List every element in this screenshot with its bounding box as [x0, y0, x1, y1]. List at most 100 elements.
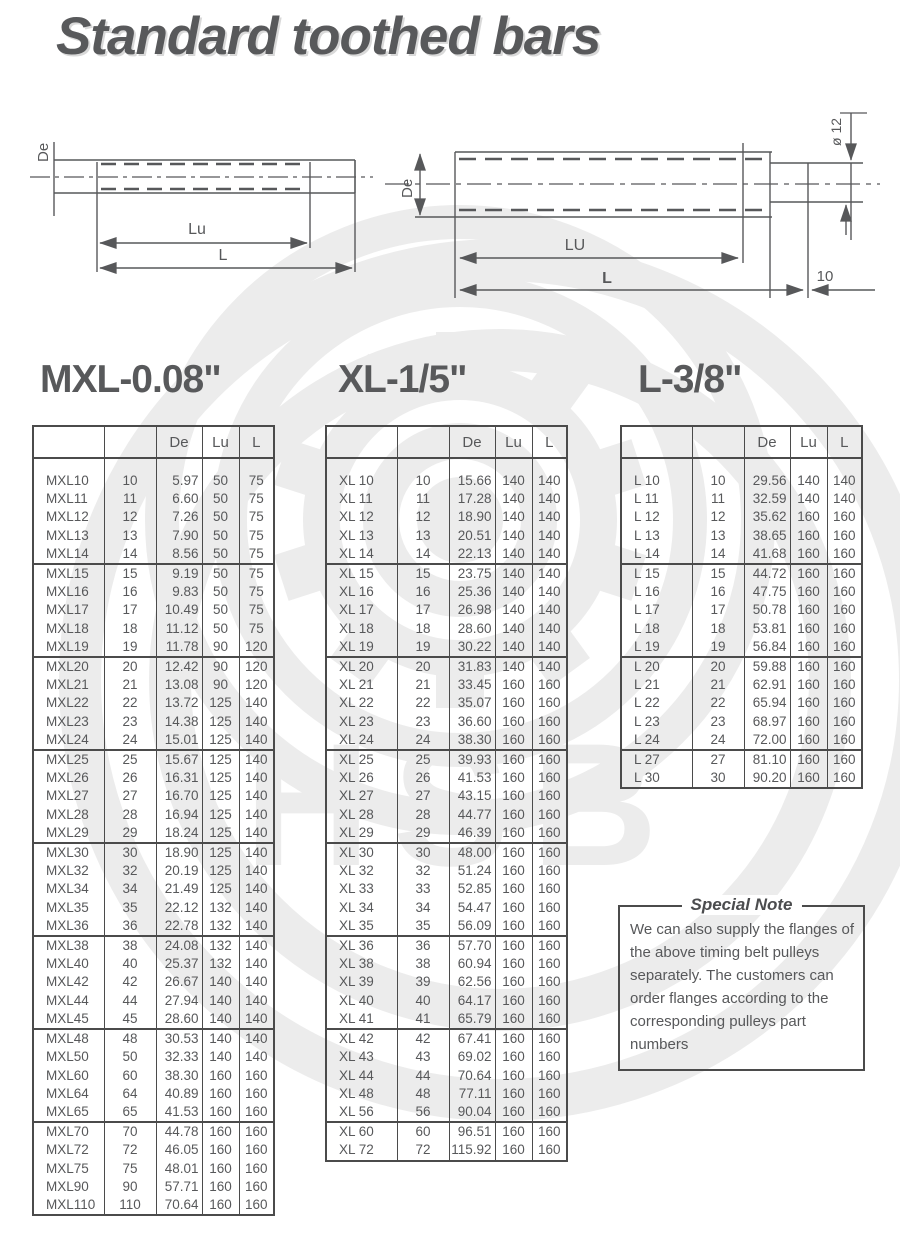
row-group: MXL25 25 15.67 125 140 MXL26 26 16.31 125 140 MXL2… — [33, 750, 274, 844]
cell: 56 — [396, 1102, 449, 1123]
cell: 160 — [789, 730, 827, 751]
cell: 140 — [531, 458, 567, 491]
cell: 34 — [103, 880, 156, 899]
cell: XL 25 — [339, 752, 374, 768]
cell: MXL45 — [46, 1010, 89, 1026]
cell: 160 — [494, 769, 532, 788]
cell: 140 — [238, 1009, 274, 1030]
cell: 13 — [396, 526, 449, 545]
cell: 160 — [826, 657, 862, 677]
cell: 38.30 — [155, 1066, 202, 1085]
table-row: XL 24 24 38.30 160 160 — [326, 730, 567, 751]
cell: XL 44 — [339, 1067, 374, 1083]
cell: 125 — [201, 750, 239, 770]
cell: 13.72 — [155, 694, 202, 713]
cell: XL 42 — [339, 1031, 374, 1047]
cell: 7.26 — [155, 508, 202, 527]
table-row: MXL18 18 11.12 50 75 — [33, 619, 274, 638]
table-row: XL 17 17 26.98 140 140 — [326, 601, 567, 620]
cell: L 11 — [634, 491, 659, 507]
cell: 72 — [396, 1141, 449, 1161]
cell: 160 — [201, 1102, 239, 1123]
cell: 44.78 — [155, 1122, 202, 1142]
row-group: XL 60 60 96.51 160 160 XL 72 72 115.92 160 160 — [326, 1122, 567, 1161]
cell: 90 — [201, 657, 239, 677]
cell: 12 — [691, 508, 744, 527]
cell: 22 — [396, 694, 449, 713]
cell: 15.01 — [155, 730, 202, 751]
special-note-text: We can also supply the flanges of the ab… — [630, 921, 855, 1053]
cell: 15 — [396, 564, 449, 584]
cell: L 12 — [634, 509, 660, 525]
cell: MXL11 — [46, 491, 88, 507]
cell: 39.93 — [448, 750, 495, 770]
cell: 140 — [238, 973, 274, 992]
row-group: XL 15 15 23.75 140 140 XL 16 16 25.36 140 140 XL 1… — [326, 564, 567, 658]
cell: MXL32 — [46, 863, 89, 879]
cell: 15.66 — [448, 458, 495, 491]
cell: 70 — [103, 1122, 156, 1142]
cell: XL 22 — [339, 695, 374, 711]
cell: 140 — [238, 880, 274, 899]
cell: 160 — [531, 1029, 567, 1049]
table-header: De Lu L — [33, 426, 274, 458]
cell: MXL23 — [46, 713, 89, 729]
cell: 27 — [103, 787, 156, 806]
table-row: MXL22 22 13.72 125 140 — [33, 694, 274, 713]
table-row: L 23 23 68.97 160 160 — [621, 712, 862, 731]
parts-table-l: De Lu L L 10 10 29.56 140 140 L 11 11 32.59 140 1… — [620, 425, 863, 790]
cell: 27 — [396, 787, 449, 806]
cell: 18.90 — [448, 508, 495, 527]
cell: 22.13 — [448, 544, 495, 565]
cell: 140 — [238, 1048, 274, 1067]
table-row: L 18 18 53.81 160 160 — [621, 619, 862, 638]
cell: 46.39 — [448, 823, 495, 844]
section-heading-xl: XL-1/5" — [338, 358, 468, 401]
header-de: De — [448, 426, 495, 458]
table-row: MXL90 90 57.71 160 160 — [33, 1177, 274, 1196]
cell: 22.78 — [155, 916, 202, 937]
table-row: L 22 22 65.94 160 160 — [621, 694, 862, 713]
parts-table-xl: De Lu L XL 10 10 15.66 140 140 XL 11 11 17.28 14… — [325, 425, 568, 1162]
cell: L 14 — [634, 545, 660, 561]
cell: XL 32 — [339, 863, 374, 879]
cell: 160 — [531, 862, 567, 881]
cell: 125 — [201, 694, 239, 713]
cell: XL 72 — [339, 1142, 374, 1158]
header-l: L — [238, 426, 274, 458]
cell: 47.75 — [743, 583, 790, 602]
table-row: XL 34 34 54.47 160 160 — [326, 898, 567, 917]
cell: 35 — [103, 898, 156, 917]
cell: MXL13 — [46, 527, 89, 543]
cell: 75 — [238, 583, 274, 602]
cell: 5.97 — [155, 458, 202, 491]
cell: MXL27 — [46, 788, 89, 804]
cell: 48.00 — [448, 843, 495, 863]
cell: 160 — [826, 769, 862, 789]
cell: 140 — [238, 750, 274, 770]
cell: MXL65 — [46, 1103, 89, 1119]
header-teeth — [103, 426, 156, 458]
cell: 45 — [103, 1009, 156, 1030]
row-group: MXL30 30 18.90 125 140 MXL32 32 20.19 125 140 MXL3… — [33, 843, 274, 937]
cell: 18 — [396, 619, 449, 638]
cell: 160 — [826, 694, 862, 713]
cell: XL 40 — [339, 992, 374, 1008]
cell: 140 — [494, 637, 532, 658]
table-row: MXL29 29 18.24 125 140 — [33, 823, 274, 844]
cell: 9.83 — [155, 583, 202, 602]
cell: MXL72 — [46, 1142, 89, 1158]
cell: 15.67 — [155, 750, 202, 770]
cell: 140 — [531, 544, 567, 565]
cell: XL 30 — [339, 845, 374, 861]
cell: 90 — [103, 1177, 156, 1196]
cell: 65.94 — [743, 694, 790, 713]
cell: 140 — [201, 1009, 239, 1030]
cell: MXL28 — [46, 806, 89, 822]
table-row: XL 10 10 15.66 140 140 — [326, 458, 567, 491]
header-de: De — [155, 426, 202, 458]
cell: MXL19 — [46, 638, 89, 654]
cell: 42 — [396, 1029, 449, 1049]
special-note: Special Note We can also supply the flan… — [618, 895, 865, 1071]
cell: 160 — [238, 1195, 274, 1216]
